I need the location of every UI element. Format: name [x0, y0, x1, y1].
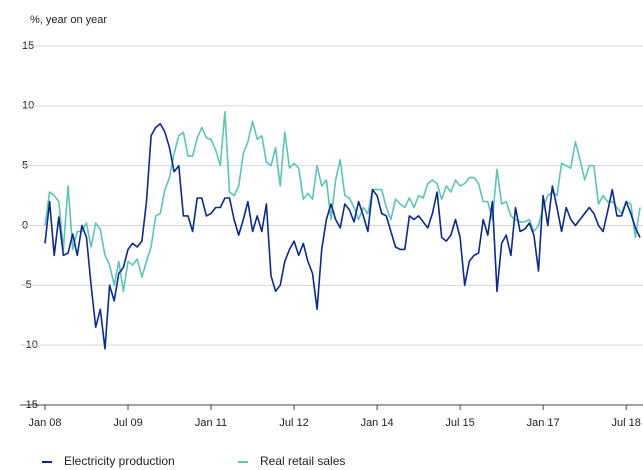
x-tick-label: Jul 12	[279, 417, 308, 429]
x-tick-label: Jan 14	[361, 417, 394, 429]
y-axis-label: %, year on year	[30, 14, 107, 26]
legend-label: Real retail sales	[260, 454, 345, 468]
x-tick-label: Jan 08	[28, 417, 61, 429]
x-tick-label: Jan 11	[195, 417, 227, 429]
series-line	[44, 111, 641, 293]
x-tick-label: Jul 15	[445, 417, 474, 429]
legend-label: Electricity production	[64, 454, 175, 468]
x-tick-label: Jul 09	[113, 417, 142, 429]
x-tick-label: Jul 18	[611, 417, 640, 429]
x-tick-label: Jan 17	[527, 417, 560, 429]
series-line	[44, 123, 641, 350]
